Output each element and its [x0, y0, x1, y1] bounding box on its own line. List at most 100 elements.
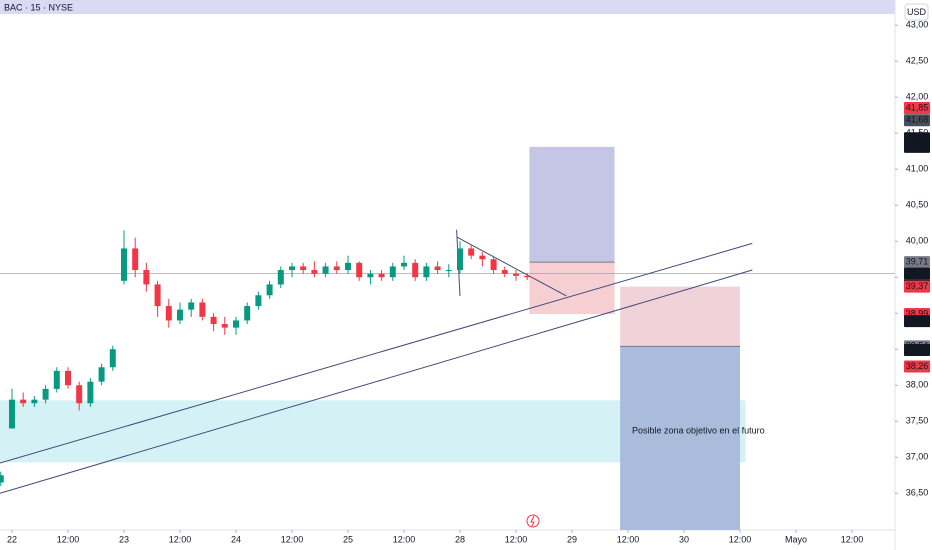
candle-body: [524, 275, 531, 278]
candle-body: [221, 324, 228, 328]
price-tag-label: 41,85: [906, 102, 929, 112]
candle-body: [199, 302, 206, 317]
y-tick-label: 37,50: [906, 416, 929, 426]
price-tag: [904, 267, 930, 280]
candle-body: [479, 255, 486, 260]
trendline: [0, 269, 753, 494]
candle-body: [53, 370, 60, 389]
candle-body: [176, 309, 183, 321]
candle-body: [154, 284, 161, 307]
y-tick-label: 38,00: [906, 380, 929, 390]
price-tag: [904, 360, 930, 373]
candle-body: [468, 248, 475, 256]
candle-body: [344, 262, 351, 271]
header-band: [0, 0, 895, 14]
position-stop: [620, 346, 740, 530]
candle-body: [20, 399, 27, 404]
x-tick-label: 12:00: [617, 534, 640, 544]
candle-body: [445, 270, 452, 272]
price-tag-label: 41,31: [906, 141, 929, 151]
candle-body: [109, 349, 116, 368]
candle-body: [143, 270, 150, 285]
x-tick-label: 12:00: [57, 534, 80, 544]
candle-body: [244, 306, 251, 321]
candle-body: [210, 316, 217, 325]
candle-body: [132, 248, 139, 271]
price-tag-label: 39,37: [906, 281, 929, 291]
y-tick-label: 40,50: [906, 200, 929, 210]
x-tick-label: 24: [231, 534, 241, 544]
price-tag: [904, 315, 930, 328]
x-tick-label: 12:00: [393, 534, 416, 544]
y-tick-label: 36,50: [906, 488, 929, 498]
x-tick-label: 22: [7, 534, 17, 544]
trendline: [456, 236, 567, 297]
candle-body: [412, 262, 419, 278]
candle-body: [434, 266, 441, 271]
candle-body: [277, 270, 284, 285]
x-tick-label: 12:00: [505, 534, 528, 544]
candle-body: [266, 284, 273, 296]
currency-button[interactable]: [904, 3, 929, 21]
candle-body: [120, 248, 127, 281]
price-tag: [904, 256, 930, 269]
chart-title: BAC · 15 · NYSE: [4, 2, 73, 12]
candle-body: [456, 248, 463, 271]
candle-body: [232, 320, 239, 328]
x-tick-label: 12:00: [169, 534, 192, 544]
price-tag-label: 39,71: [906, 256, 929, 266]
candle-body: [98, 367, 105, 382]
candle-body: [165, 306, 172, 321]
price-tag-label: 41,68: [906, 115, 929, 125]
y-tick-label: 42,00: [906, 92, 929, 102]
position-stop: [529, 262, 615, 314]
candle-body: [490, 259, 497, 271]
trendline: [0, 242, 753, 464]
candle-body: [64, 370, 71, 386]
y-tick-label: 41,00: [906, 164, 929, 174]
price-tag-label: 38,26: [906, 361, 929, 371]
candle-body: [288, 266, 295, 271]
candle-body: [76, 385, 83, 404]
event-icon[interactable]: [526, 514, 540, 528]
x-tick-label: 28: [455, 534, 465, 544]
price-tag: [904, 102, 930, 115]
position-target: [620, 286, 740, 347]
candle-body: [188, 302, 195, 310]
candle-body: [255, 295, 262, 307]
price-tag: [904, 343, 930, 356]
x-tick-label: 29: [567, 534, 577, 544]
y-tick-label: 42,50: [906, 56, 929, 66]
candle-body: [389, 266, 396, 278]
candle-body: [356, 262, 363, 278]
candle-body: [8, 399, 15, 429]
x-tick-label: 12:00: [841, 534, 864, 544]
candle-body: [423, 266, 430, 278]
price-tag-label: 41,43: [906, 133, 929, 143]
candle-body: [367, 273, 374, 278]
candle-body: [322, 266, 329, 274]
candle-body: [42, 388, 49, 400]
y-tick-label: 43,00: [906, 20, 929, 30]
candle-body: [333, 266, 340, 271]
annotation: Posible zona objetivo en el futuro: [632, 426, 765, 436]
candle-body: [378, 273, 385, 278]
x-tick-label: Mayo: [785, 534, 807, 544]
price-tag-label: 38,89: [906, 316, 929, 326]
candle-body: [311, 270, 318, 274]
price-tag-label: 38,99: [906, 308, 929, 318]
event-icon-bolt: [530, 515, 535, 527]
price-tag: [904, 114, 930, 127]
price-tag: [904, 280, 930, 293]
candle-body: [512, 273, 519, 276]
position-target: [529, 146, 615, 263]
candle-body: [87, 381, 94, 404]
candle-body: [300, 266, 307, 271]
currency-label: USD: [907, 7, 927, 17]
price-tag: [904, 140, 930, 153]
x-tick-label: 25: [343, 534, 353, 544]
candle-body: [31, 399, 38, 404]
candle-body: [0, 475, 4, 483]
